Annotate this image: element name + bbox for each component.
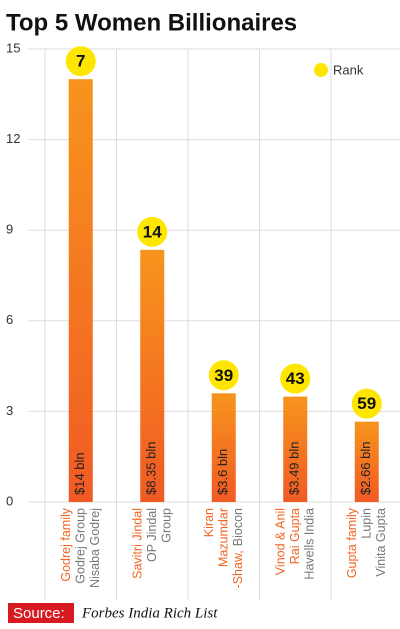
x-tick-label: Rai Gupta bbox=[288, 508, 302, 564]
x-tick-label-part: Savitri Jindal bbox=[131, 508, 145, 579]
rank-label: 59 bbox=[357, 394, 376, 413]
source-box bbox=[8, 603, 74, 623]
x-tick-label-part: Godrej family bbox=[59, 507, 73, 581]
legend-label: Rank bbox=[333, 62, 364, 77]
x-tick-label: Godrej family bbox=[59, 507, 73, 581]
rank-marker bbox=[137, 216, 168, 247]
x-tick-label: Nisaba Godrej bbox=[88, 508, 102, 588]
x-tick-label: Kiran bbox=[202, 508, 216, 537]
x-tick-label: OP Jindal bbox=[145, 508, 159, 562]
y-tick-label: 6 bbox=[6, 312, 13, 327]
value-label: $3.49 bln bbox=[287, 442, 302, 496]
bar bbox=[283, 396, 308, 502]
rank-marker bbox=[208, 360, 239, 391]
rank-label: 43 bbox=[286, 369, 305, 388]
y-tick-label: 3 bbox=[6, 403, 13, 418]
x-tick-label-part: Vinod & Anil bbox=[274, 508, 288, 575]
x-tick-label: Gupta family bbox=[345, 507, 359, 578]
x-tick-label-part: Kiran bbox=[202, 508, 216, 537]
value-label: $14 bln bbox=[72, 452, 87, 495]
y-tick-label: 12 bbox=[6, 131, 20, 146]
x-tick-label: Godrej Group bbox=[74, 508, 88, 584]
rank-marker bbox=[280, 363, 311, 394]
rank-label: 39 bbox=[214, 366, 233, 385]
x-tick-label: Lupin bbox=[360, 508, 374, 539]
x-tick-label-part: Biocon bbox=[231, 508, 245, 546]
value-label: $2.66 bln bbox=[358, 442, 373, 496]
x-tick-label: Havells India bbox=[303, 508, 317, 580]
x-tick-label-part: Rai Gupta bbox=[288, 508, 302, 564]
x-tick-label: Mazumdar bbox=[217, 508, 231, 567]
y-tick-label: 9 bbox=[6, 222, 13, 237]
x-tick-label-part: Group bbox=[160, 508, 174, 543]
x-tick-label: -Shaw, Biocon bbox=[231, 508, 245, 588]
value-label: $3.6 bln bbox=[215, 449, 230, 495]
x-tick-label-part: Godrej Group bbox=[74, 508, 88, 584]
source: Forbes India Rich List bbox=[81, 605, 218, 621]
bar bbox=[354, 421, 379, 502]
x-tick-label-part: -Shaw, bbox=[231, 550, 245, 588]
bar bbox=[68, 79, 93, 502]
x-tick-label: Vinita Gupta bbox=[374, 508, 388, 577]
rank-marker bbox=[351, 388, 382, 419]
x-tick-label-part: Gupta family bbox=[345, 507, 359, 578]
chart-title: Top 5 Women Billionaires bbox=[6, 9, 297, 36]
x-tick-label: Savitri Jindal bbox=[131, 508, 145, 579]
rank-label: 7 bbox=[76, 52, 85, 71]
y-tick-label: 15 bbox=[6, 40, 20, 55]
x-tick-label-part: OP Jindal bbox=[145, 508, 159, 562]
rank-label: 14 bbox=[143, 222, 162, 241]
bar bbox=[211, 393, 236, 502]
x-tick-label-part: Lupin bbox=[360, 508, 374, 539]
x-tick-label-part: Vinita Gupta bbox=[374, 508, 388, 577]
x-tick-label-part: Havells India bbox=[303, 508, 317, 580]
legend-marker bbox=[314, 63, 328, 77]
x-tick-label: Vinod & Anil bbox=[274, 508, 288, 575]
x-tick-label-part: Mazumdar bbox=[217, 508, 231, 567]
bar bbox=[140, 249, 165, 502]
rank-marker bbox=[65, 46, 96, 77]
x-tick-label-part: Nisaba Godrej bbox=[88, 508, 102, 588]
y-tick-label: 0 bbox=[6, 493, 13, 508]
value-label: $8.35 bln bbox=[144, 442, 159, 496]
source-label: Source: bbox=[13, 605, 65, 622]
x-tick-label: Group bbox=[160, 508, 174, 543]
